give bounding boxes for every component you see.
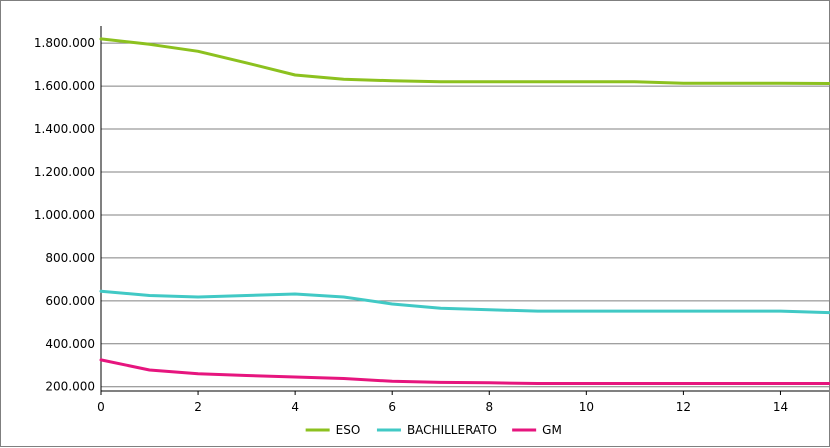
y-tick-label: 1.800.000: [34, 36, 95, 50]
series-line-bachillerato: [99, 289, 830, 315]
series-line-gm: [99, 358, 830, 385]
series-layer: [99, 37, 830, 385]
x-tick-label: 8: [485, 400, 493, 414]
x-tick-label: 0: [97, 400, 105, 414]
y-tick-label: 200.000: [45, 380, 95, 394]
x-tick-label: 14: [773, 400, 788, 414]
y-tick-label: 1.200.000: [34, 165, 95, 179]
axis-layer: 200.000 400.000 600.000 800.000 1.000.000 1.2…: [34, 26, 829, 414]
y-tick-label: 600.000: [45, 294, 95, 308]
legend-label-gm: GM: [542, 423, 562, 437]
x-tick-label: 12: [676, 400, 691, 414]
series-line-eso: [99, 37, 830, 85]
y-tick-label: 800.000: [45, 251, 95, 265]
legend-label-bachillerato: BACHILLERATO: [407, 423, 497, 437]
x-tick-label: 2: [194, 400, 202, 414]
y-tick-label: 1.000.000: [34, 208, 95, 222]
grid-layer: [101, 42, 829, 388]
y-tick-label: 1.600.000: [34, 79, 95, 93]
x-tick-label: 10: [579, 400, 594, 414]
legend: ESO BACHILLERATO GM: [305, 423, 562, 437]
y-tick-label: 400.000: [45, 337, 95, 351]
x-tick-label: 6: [388, 400, 396, 414]
y-tick-label: 1.400.000: [34, 122, 95, 136]
x-tick-label: 4: [291, 400, 299, 414]
legend-label-eso: ESO: [336, 423, 361, 437]
